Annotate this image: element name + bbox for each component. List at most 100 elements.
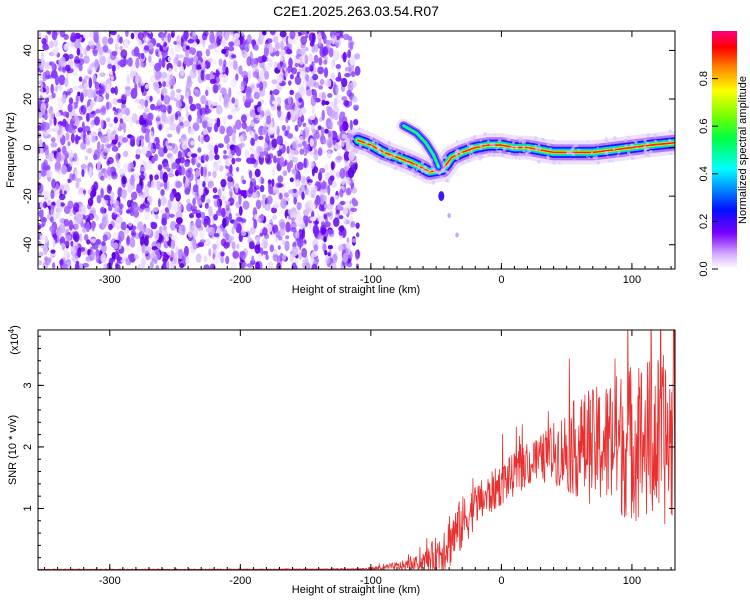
noise-speckle bbox=[289, 31, 296, 40]
noise-speckle bbox=[166, 260, 170, 269]
noise-speckle bbox=[192, 122, 200, 132]
noise-speckle bbox=[155, 117, 161, 122]
noise-speckle bbox=[293, 149, 299, 156]
noise-speckle bbox=[206, 198, 211, 205]
noise-speckle bbox=[300, 175, 306, 184]
noise-speckle bbox=[231, 241, 236, 250]
noise-speckle bbox=[346, 89, 352, 97]
noise-speckle bbox=[224, 33, 229, 41]
ridge-speckle bbox=[677, 147, 680, 150]
noise-speckle bbox=[322, 46, 328, 57]
noise-speckle bbox=[145, 160, 153, 171]
noise-speckle bbox=[326, 39, 333, 44]
ridge-speckle bbox=[526, 147, 530, 150]
noise-speckle bbox=[114, 218, 122, 230]
noise-speckle bbox=[120, 49, 128, 59]
noise-speckle bbox=[251, 63, 258, 70]
noise-speckle bbox=[351, 186, 358, 194]
noise-speckle bbox=[281, 124, 286, 131]
ridge-speckle bbox=[677, 149, 680, 152]
noise-speckle bbox=[158, 235, 165, 244]
noise-speckle bbox=[169, 220, 177, 231]
noise-speckle bbox=[321, 91, 326, 103]
noise-speckle bbox=[106, 83, 111, 95]
noise-speckle bbox=[345, 187, 352, 196]
noise-speckle bbox=[112, 130, 117, 135]
colorbar-tick-label: 0.6 bbox=[698, 119, 710, 134]
noise-speckle bbox=[220, 178, 227, 188]
noise-speckle bbox=[249, 226, 256, 235]
noise-speckle bbox=[140, 236, 145, 247]
ridge-speckle bbox=[351, 142, 355, 146]
noise-speckle bbox=[213, 256, 219, 265]
noise-speckle bbox=[275, 230, 281, 239]
noise-speckle bbox=[62, 145, 67, 155]
noise-speckle bbox=[323, 67, 329, 78]
noise-speckle bbox=[222, 217, 227, 229]
noise-speckle bbox=[117, 126, 123, 132]
noise-speckle bbox=[38, 202, 41, 209]
noise-speckle bbox=[143, 210, 150, 221]
noise-speckle bbox=[74, 59, 81, 64]
noise-speckle bbox=[185, 83, 191, 94]
ridge-speckle bbox=[407, 162, 410, 165]
noise-speckle bbox=[144, 31, 148, 36]
noise-speckle bbox=[297, 252, 303, 260]
noise-speckle bbox=[344, 66, 352, 72]
noise-speckle bbox=[109, 51, 117, 61]
noise-speckle bbox=[159, 169, 164, 180]
noise-speckle bbox=[73, 241, 79, 247]
noise-speckle bbox=[181, 134, 187, 140]
noise-speckle bbox=[288, 152, 296, 161]
noise-speckle bbox=[259, 151, 264, 159]
noise-speckle bbox=[261, 126, 268, 136]
noise-speckle bbox=[40, 234, 46, 241]
noise-speckle bbox=[341, 133, 348, 139]
noise-speckle bbox=[64, 234, 72, 241]
ridge-speckle bbox=[518, 141, 521, 144]
noise-speckle bbox=[351, 95, 358, 103]
noise-speckle bbox=[240, 114, 247, 123]
noise-speckle bbox=[38, 138, 43, 150]
noise-speckle bbox=[299, 48, 306, 56]
ridge-speckle bbox=[487, 139, 490, 143]
noise-speckle bbox=[80, 131, 87, 141]
noise-speckle bbox=[140, 52, 145, 60]
noise-speckle bbox=[94, 81, 100, 90]
noise-speckle bbox=[303, 157, 307, 169]
noise-speckle bbox=[142, 200, 150, 209]
noise-speckle bbox=[277, 245, 281, 250]
noise-speckle bbox=[276, 75, 283, 84]
noise-speckle bbox=[260, 34, 264, 44]
noise-speckle bbox=[276, 96, 282, 107]
noise-speckle bbox=[64, 240, 70, 247]
noise-speckle bbox=[108, 205, 113, 212]
y-tick-label: -40 bbox=[22, 237, 34, 253]
noise-speckle bbox=[227, 114, 233, 120]
noise-speckle bbox=[88, 166, 93, 178]
noise-speckle bbox=[189, 103, 197, 112]
noise-speckle bbox=[212, 102, 218, 106]
noise-speckle bbox=[224, 200, 231, 205]
spectrogram-x-label: Height of straight line (km) bbox=[292, 284, 420, 296]
noise-speckle bbox=[49, 40, 54, 49]
noise-speckle bbox=[205, 73, 212, 81]
noise-speckle bbox=[150, 103, 156, 111]
noise-speckle bbox=[330, 161, 335, 171]
ridge-speckle bbox=[586, 156, 588, 158]
noise-speckle bbox=[102, 45, 109, 53]
ridge-speckle bbox=[646, 153, 651, 157]
noise-speckle bbox=[140, 180, 144, 190]
noise-speckle bbox=[252, 71, 259, 78]
noise-speckle bbox=[137, 104, 143, 110]
ridge-speckle bbox=[430, 167, 433, 169]
noise-speckle bbox=[233, 124, 237, 135]
noise-speckle bbox=[126, 74, 131, 85]
noise-speckle bbox=[162, 171, 168, 183]
ridge-speckle bbox=[388, 146, 392, 151]
noise-speckle bbox=[44, 122, 50, 130]
ridge-speckle bbox=[398, 160, 401, 162]
noise-speckle bbox=[341, 178, 346, 185]
noise-speckle bbox=[158, 124, 162, 131]
ridge-speckle bbox=[384, 155, 389, 159]
